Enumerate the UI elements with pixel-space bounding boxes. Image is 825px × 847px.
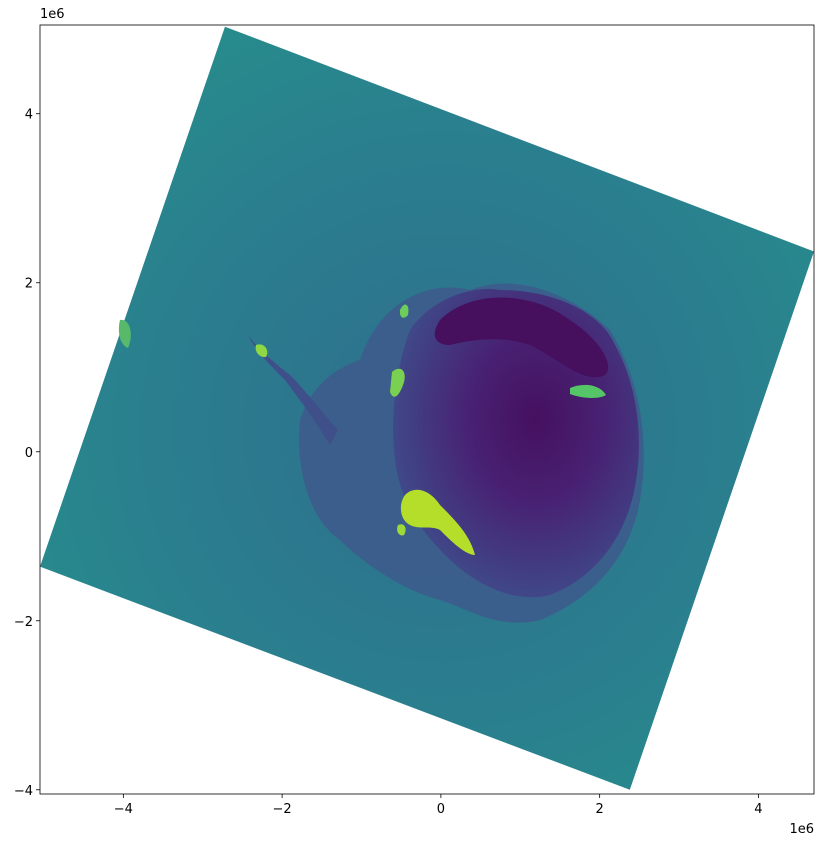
exposed-rock-4 <box>390 368 405 397</box>
exposed-rock-7 <box>399 304 409 318</box>
y-tick-label: 0 <box>25 446 33 461</box>
x-offset-label: 1e6 <box>789 822 814 837</box>
exposed-rock-6 <box>118 319 131 348</box>
high-plateau-region <box>434 297 609 378</box>
x-axis: −4 −2 0 2 4 <box>114 794 763 817</box>
y-axis: −4 −2 0 2 4 <box>14 108 40 799</box>
exposed-rock-3 <box>570 384 606 398</box>
antarctic-peninsula <box>248 335 338 445</box>
axes-area <box>40 26 814 790</box>
x-tick-label: −2 <box>273 802 292 817</box>
exposed-rock-1 <box>400 489 475 555</box>
y-tick-label: 4 <box>25 108 33 123</box>
y-tick-label: −2 <box>14 615 33 630</box>
y-tick-label: 2 <box>25 277 33 292</box>
y-tick-label: −4 <box>14 784 33 799</box>
x-tick-label: −4 <box>114 802 133 817</box>
axes-frame <box>39 24 815 795</box>
x-tick-label: 0 <box>437 802 445 817</box>
x-tick-label: 4 <box>754 802 762 817</box>
exposed-rock-2 <box>397 524 406 536</box>
raster-image <box>40 26 814 790</box>
y-offset-label: 1e6 <box>40 7 65 22</box>
exposed-rock-5 <box>255 344 268 358</box>
x-tick-label: 2 <box>596 802 604 817</box>
